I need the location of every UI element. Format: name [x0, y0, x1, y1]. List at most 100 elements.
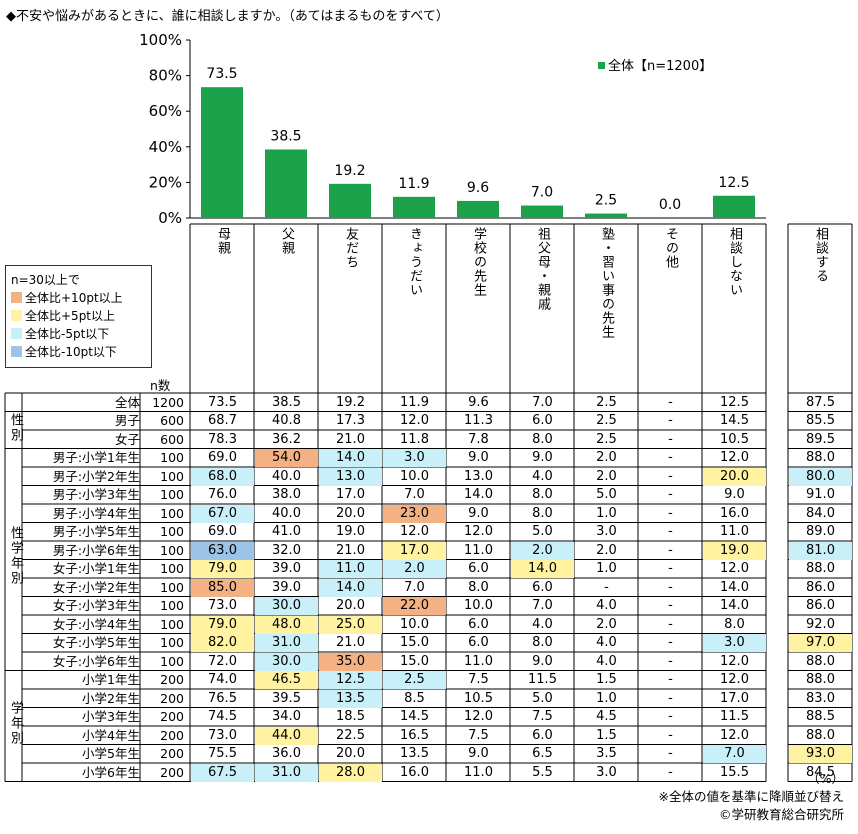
bar: [393, 196, 435, 218]
table-cell: 34.0: [272, 709, 301, 724]
row-n: 100: [160, 579, 184, 595]
table-cell: -: [604, 579, 609, 595]
table-cell: 40.0: [272, 468, 301, 484]
table-cell: 40.0: [272, 505, 301, 521]
y-tick-label: 100%: [139, 31, 182, 49]
table-cell: 67.0: [191, 504, 254, 523]
table-cell: -: [668, 764, 673, 780]
table-cell: 12.0: [720, 450, 749, 465]
table-cell: 12.5: [319, 671, 382, 689]
row-label: 女子:小学6年生: [52, 653, 140, 669]
row-n: 200: [160, 764, 184, 780]
table-cell: 31.0: [255, 634, 318, 652]
legend-item: 全体比+10pt以上: [11, 288, 146, 306]
table-cell: 12.0: [720, 672, 749, 687]
table-cell: 2.5: [383, 671, 446, 689]
table-cell: 4.0: [596, 598, 617, 613]
credit: ©学研教育総合研究所: [718, 807, 844, 822]
row-n: 100: [160, 450, 184, 465]
table-cell: 9.0: [468, 450, 489, 465]
column-header: 母親: [215, 227, 230, 255]
table-cell: 12.0: [400, 413, 429, 428]
table-cell: 92.0: [806, 616, 835, 632]
table-cell: 11.0: [319, 560, 382, 578]
table-cell: 18.5: [336, 709, 365, 724]
table-cell: 20.0: [336, 598, 365, 613]
table-cell: 11.0: [720, 524, 749, 539]
table-cell: 14.0: [464, 487, 493, 502]
table-cell: 14.0: [720, 579, 749, 595]
table-cell: 15.5: [720, 764, 749, 780]
table-cell: -: [668, 561, 673, 576]
table-cell: 7.0: [532, 598, 553, 613]
table-cell: 88.0: [806, 450, 835, 465]
table-cell: 8.0: [532, 505, 553, 521]
table-cell: 2.5: [596, 413, 617, 428]
bar-value-label: 11.9: [398, 176, 429, 192]
table-cell: 16.0: [400, 764, 429, 780]
column-header: 相談する: [813, 227, 828, 283]
legend-label: 全体比-10pt以下: [25, 344, 117, 359]
table-cell: 72.0: [208, 653, 237, 669]
table-cell: 76.5: [208, 690, 237, 706]
table-cell: 11.0: [464, 653, 493, 669]
table-cell: 12.0: [720, 561, 749, 576]
table-cell: -: [668, 394, 673, 410]
table-cell: 20.0: [336, 505, 365, 521]
legend-item: 全体比-5pt以下: [11, 324, 146, 342]
table-cell: 10.0: [464, 598, 493, 613]
row-n: 100: [160, 524, 184, 539]
table-cell: 9.0: [468, 746, 489, 761]
table-cell: -: [668, 505, 673, 521]
table-cell: 14.0: [720, 598, 749, 613]
table-cell: 9.0: [532, 653, 553, 669]
table-cell: 79.0: [191, 560, 254, 578]
table-cell: 2.0: [596, 450, 617, 465]
table-cell: 41.0: [272, 524, 301, 539]
table-cell: 9.0: [724, 487, 745, 502]
table-cell: 11.5: [528, 672, 557, 687]
bar: [329, 183, 371, 218]
table-cell: 9.6: [468, 394, 489, 410]
table-cell: 1.5: [596, 672, 617, 687]
table-cell: 12.0: [400, 524, 429, 539]
table-cell: 14.5: [720, 413, 749, 428]
n-count-header: n数: [150, 378, 171, 393]
table-cell: 10.0: [400, 616, 429, 632]
table-cell: 11.9: [400, 394, 429, 410]
table-cell: 84.0: [806, 505, 835, 521]
table-cell: 21.0: [336, 542, 365, 558]
table-cell: 3.5: [596, 746, 617, 761]
bar: [585, 213, 627, 218]
table-cell: -: [668, 450, 673, 465]
table-cell: 8.0: [468, 579, 489, 595]
row-n: 1200: [152, 394, 184, 410]
table-cell: 82.0: [191, 634, 254, 652]
row-label: 全体: [114, 394, 140, 410]
legend-swatch-icon: [11, 327, 22, 339]
y-tick-label: 40%: [149, 138, 182, 156]
row-label: 小学5年生: [82, 746, 140, 761]
bar-value-label: 38.5: [270, 128, 301, 144]
table-cell: 81.0: [789, 541, 852, 560]
table-cell: 69.0: [208, 524, 237, 539]
table-cell: 97.0: [789, 634, 852, 652]
table-cell: 2.0: [511, 541, 574, 560]
table-cell: 13.0: [464, 468, 493, 484]
table-cell: 2.0: [596, 468, 617, 484]
row-label: 小学3年生: [82, 709, 140, 724]
table-cell: 84.5: [806, 764, 835, 780]
table-cell: 7.5: [468, 727, 489, 743]
row-label: 小学4年生: [82, 727, 140, 743]
row-label: 小学1年生: [82, 672, 140, 687]
table-cell: 14.0: [319, 449, 382, 467]
column-header: その他: [663, 227, 678, 269]
table-cell: -: [668, 413, 673, 428]
row-label: 女子:小学4年生: [52, 616, 140, 632]
table-cell: 28.0: [319, 763, 382, 782]
group-label: 性別: [8, 413, 23, 443]
table-cell: 3.0: [383, 449, 446, 467]
table-cell: 17.3: [336, 413, 365, 428]
row-label: 女子:小学1年生: [52, 561, 140, 576]
